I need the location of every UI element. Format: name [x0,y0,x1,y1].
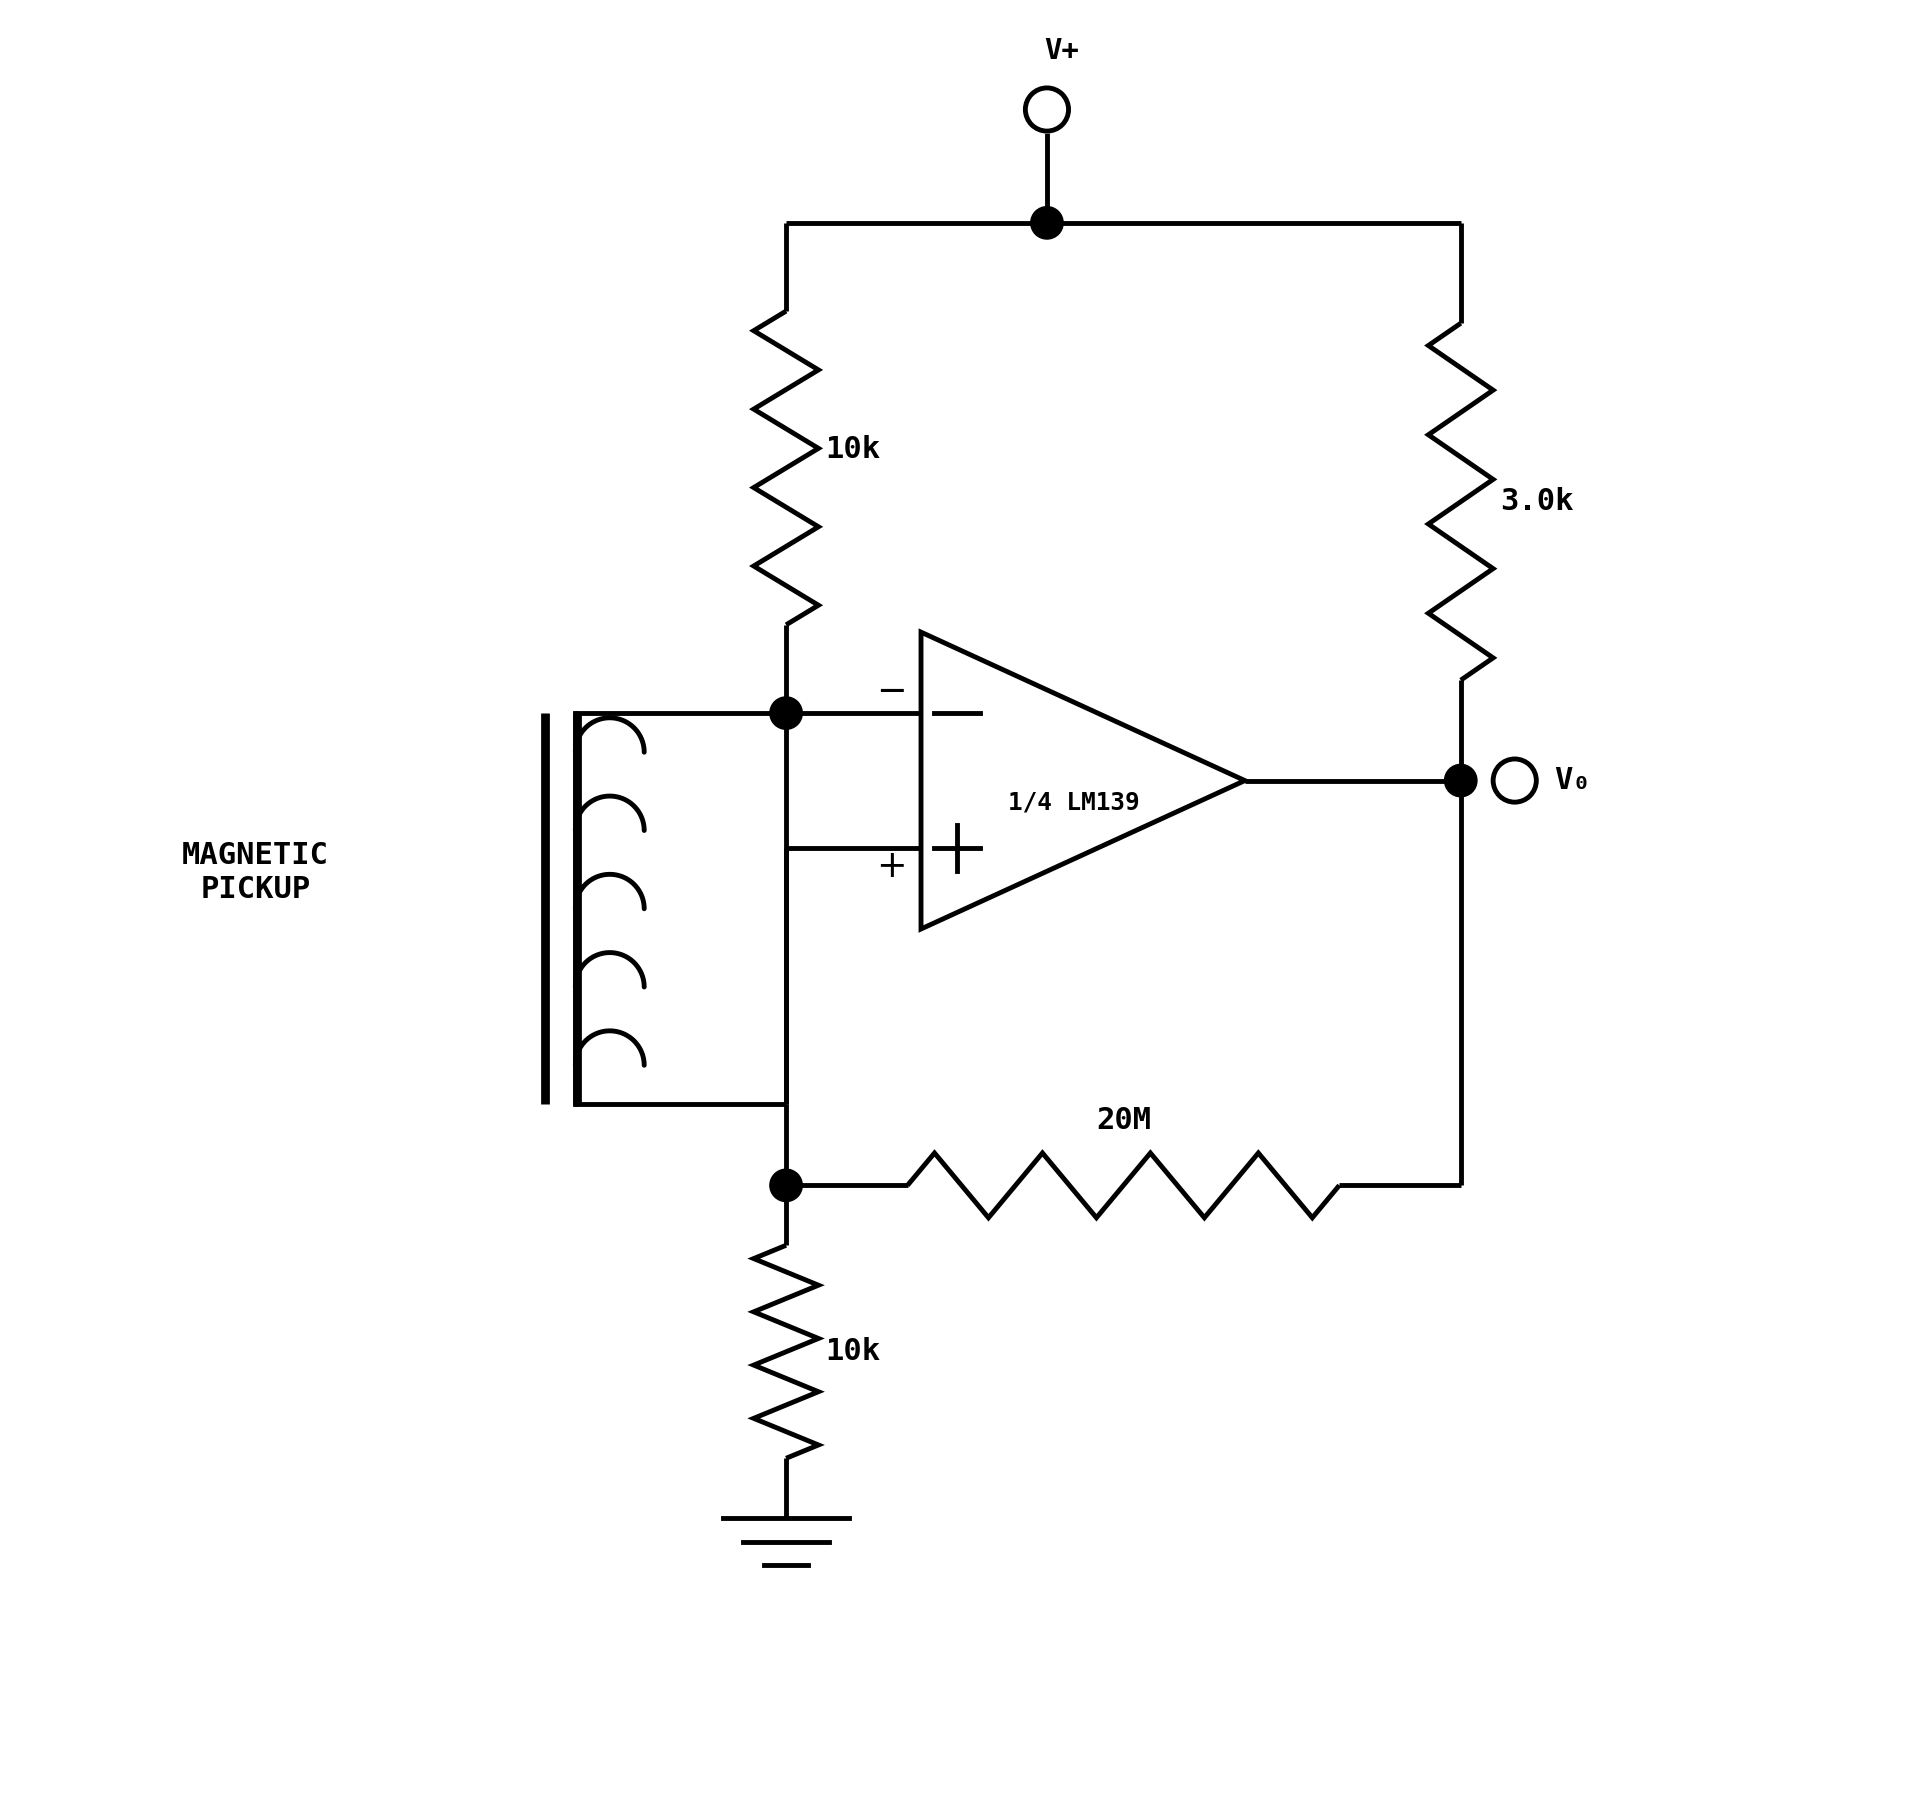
Circle shape [1026,87,1068,131]
Circle shape [1493,760,1537,801]
Circle shape [769,1169,802,1202]
Circle shape [1032,207,1062,239]
Text: 1/4 LM139: 1/4 LM139 [1009,790,1139,814]
Text: MAGNETIC
PICKUP: MAGNETIC PICKUP [182,841,329,905]
Text: 3.0k: 3.0k [1501,488,1573,517]
Text: 10k: 10k [825,435,880,464]
Circle shape [1445,765,1478,796]
Text: V₀: V₀ [1554,767,1591,796]
Text: 10k: 10k [825,1338,880,1367]
Text: V+: V+ [1043,36,1079,65]
Text: −: − [877,673,907,711]
Text: 20M: 20M [1097,1106,1150,1135]
Text: +: + [877,847,907,885]
Circle shape [769,696,802,729]
